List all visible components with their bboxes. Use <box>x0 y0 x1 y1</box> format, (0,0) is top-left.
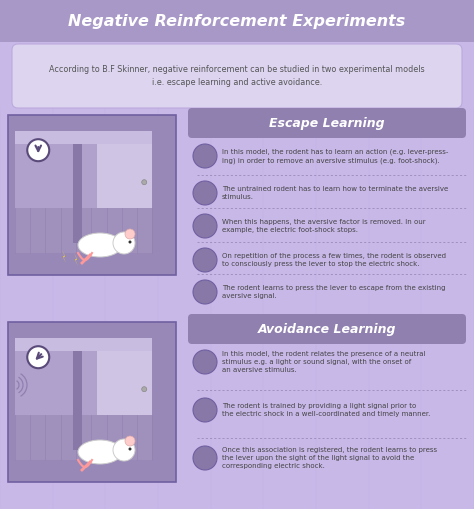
Circle shape <box>128 240 131 243</box>
FancyBboxPatch shape <box>188 314 466 344</box>
Text: When this happens, the aversive factor is removed. In our
example, the electric : When this happens, the aversive factor i… <box>222 219 426 233</box>
Text: The rodent learns to press the lever to escape from the existing
aversive signal: The rodent learns to press the lever to … <box>222 285 446 299</box>
Circle shape <box>193 144 217 168</box>
Circle shape <box>27 139 49 161</box>
Circle shape <box>193 280 217 304</box>
Circle shape <box>193 446 217 470</box>
Text: In this model, the rodent relates the presence of a neutral
stimulus e.g. a ligh: In this model, the rodent relates the pr… <box>222 351 426 373</box>
Polygon shape <box>74 253 78 266</box>
Circle shape <box>193 181 217 205</box>
FancyBboxPatch shape <box>15 338 153 351</box>
FancyBboxPatch shape <box>8 322 176 482</box>
Circle shape <box>113 439 135 461</box>
Circle shape <box>113 232 135 254</box>
Polygon shape <box>62 250 66 263</box>
Circle shape <box>142 387 147 392</box>
Text: The untrained rodent has to learn how to terminate the aversive
stimulus.: The untrained rodent has to learn how to… <box>222 186 448 200</box>
FancyBboxPatch shape <box>15 415 153 460</box>
Circle shape <box>27 346 49 368</box>
Ellipse shape <box>78 440 122 464</box>
FancyBboxPatch shape <box>15 144 97 220</box>
Text: Negative Reinforcement Experiments: Negative Reinforcement Experiments <box>68 14 406 29</box>
FancyBboxPatch shape <box>15 351 97 428</box>
FancyBboxPatch shape <box>73 351 82 450</box>
FancyBboxPatch shape <box>15 131 153 144</box>
FancyBboxPatch shape <box>15 208 153 252</box>
Circle shape <box>128 447 131 450</box>
FancyBboxPatch shape <box>97 351 153 428</box>
Circle shape <box>193 214 217 238</box>
Circle shape <box>193 248 217 272</box>
FancyBboxPatch shape <box>188 108 466 138</box>
FancyBboxPatch shape <box>97 144 153 220</box>
Text: On repetition of the process a few times, the rodent is observed
to consciously : On repetition of the process a few times… <box>222 253 446 267</box>
Circle shape <box>125 229 135 239</box>
Text: In this model, the rodent has to learn an action (e.g. lever-press-
ing) in orde: In this model, the rodent has to learn a… <box>222 149 448 163</box>
FancyBboxPatch shape <box>0 0 474 42</box>
FancyBboxPatch shape <box>8 115 176 275</box>
Text: The rodent is trained by providing a light signal prior to
the electric shock in: The rodent is trained by providing a lig… <box>222 403 430 417</box>
Ellipse shape <box>78 233 122 257</box>
Text: Once this association is registered, the rodent learns to press
the lever upon t: Once this association is registered, the… <box>222 447 437 469</box>
Text: According to B.F Skinner, negative reinforcement can be studied in two experimen: According to B.F Skinner, negative reinf… <box>49 65 425 87</box>
Circle shape <box>125 436 135 446</box>
Circle shape <box>142 180 147 185</box>
FancyBboxPatch shape <box>12 44 462 108</box>
Text: Escape Learning: Escape Learning <box>269 117 385 129</box>
Circle shape <box>193 398 217 422</box>
Circle shape <box>193 350 217 374</box>
Text: Avoidance Learning: Avoidance Learning <box>258 323 396 335</box>
FancyBboxPatch shape <box>73 144 82 243</box>
